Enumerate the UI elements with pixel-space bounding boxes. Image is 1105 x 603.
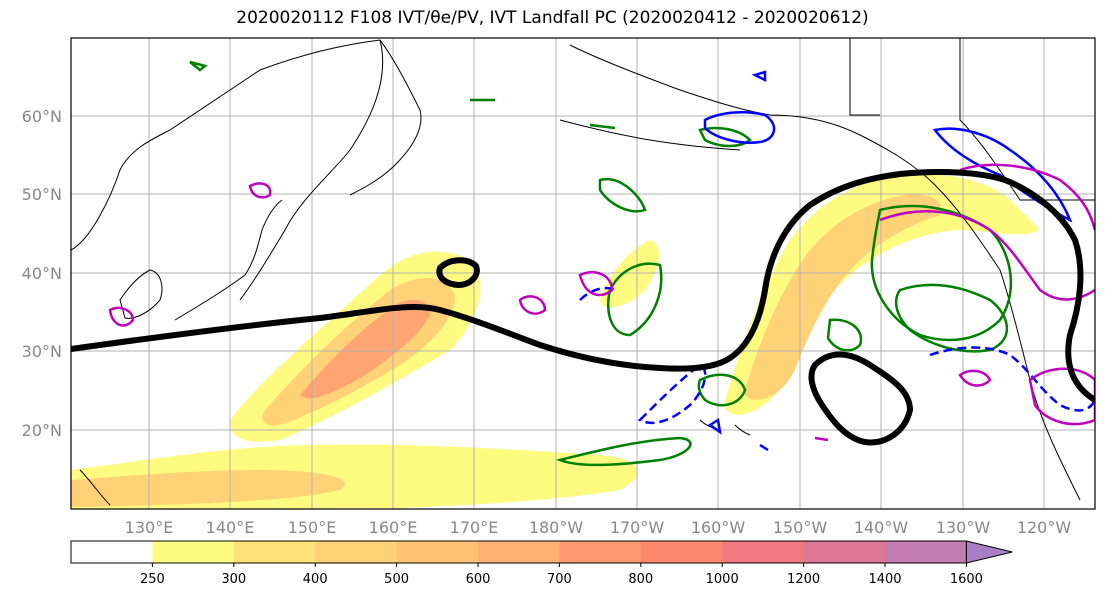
- pc-main-line: [71, 169, 1095, 403]
- colorbar-extend-arrow: [965, 540, 1013, 564]
- colorbar-tick-label: 600: [466, 572, 491, 587]
- colorbar-segment: [396, 541, 479, 563]
- border-canada: [849, 38, 1095, 201]
- lon-label: 130°W: [936, 518, 991, 537]
- colorbar-tick-label: 1400: [868, 572, 901, 587]
- colorbar-segment: [803, 541, 886, 563]
- lat-axis: 60°N 50°N 40°N 30°N 20°N: [22, 107, 62, 440]
- colorbar-segment: [71, 541, 153, 563]
- colorbar-segment: [885, 541, 967, 563]
- lat-label: 60°N: [22, 107, 62, 126]
- map-title: 2020020112 F108 IVT/θe/PV, IVT Landfall …: [0, 8, 1105, 28]
- lon-label: 140°E: [206, 518, 255, 537]
- colorbar-segment: [315, 541, 398, 563]
- lon-label: 160°W: [691, 518, 746, 537]
- coast-aleutians: [559, 119, 741, 151]
- lon-axis: 130°E 140°E 150°E 160°E 170°E 180°W 170°…: [125, 518, 1072, 537]
- ivt-south-band-core: [71, 470, 346, 507]
- lon-label: 170°W: [610, 518, 665, 537]
- ivt-patch: [600, 240, 660, 308]
- colorbar-segment: [722, 541, 805, 563]
- title-text: 2020020112 F108 IVT/θe/PV, IVT Landfall …: [236, 8, 869, 28]
- lon-label: 170°E: [450, 518, 499, 537]
- lat-label: 20°N: [22, 421, 62, 440]
- colorbar-segment: [152, 541, 235, 563]
- colorbar-segment: [640, 541, 723, 563]
- lon-label: 150°W: [773, 518, 828, 537]
- pc-contours: [71, 169, 1095, 446]
- colorbar-frame: [70, 540, 967, 564]
- coast-philippines: [79, 469, 111, 506]
- colorbar-tick-label: 800: [628, 572, 653, 587]
- map-frame: [70, 37, 1096, 510]
- lat-label: 40°N: [22, 264, 62, 283]
- colorbar-segment: [478, 541, 560, 563]
- lon-label: 180°W: [529, 518, 584, 537]
- coast-japan: [174, 199, 283, 321]
- coast-asia: [71, 39, 384, 301]
- map-panel: [71, 38, 1095, 509]
- magenta-contours: [108, 163, 1095, 442]
- colorbar-tick-label: 700: [547, 572, 572, 587]
- colorbar-segment: [233, 541, 316, 563]
- pc-loop-north: [436, 257, 480, 289]
- lon-label: 160°E: [369, 518, 418, 537]
- lon-label: 120°W: [1017, 518, 1072, 537]
- colorbar-tick-label: 250: [140, 572, 165, 587]
- lat-label: 50°N: [22, 185, 62, 204]
- colorbar: 250 300 400 500 600 700 800 1000 1200 1400 1600: [70, 540, 1013, 587]
- lon-label: 150°E: [288, 518, 337, 537]
- coast-korea: [119, 269, 163, 319]
- colorbar-tick-label: 500: [384, 572, 409, 587]
- lon-label: 140°W: [854, 518, 909, 537]
- ivt-plume-east: [723, 173, 1040, 415]
- colorbar-segment: [559, 541, 642, 563]
- lat-label: 30°N: [22, 342, 62, 361]
- colorbar-tick-label: 1000: [706, 572, 739, 587]
- colorbar-tick-label: 400: [303, 572, 328, 587]
- colorbar-tick-label: 1200: [787, 572, 820, 587]
- ivt-plume-east-core: [744, 194, 941, 400]
- lon-label: 130°E: [125, 518, 174, 537]
- ivt-plume-west-max: [300, 299, 430, 399]
- coast-kamchatka: [349, 39, 422, 196]
- colorbar-tick-label: 300: [221, 572, 246, 587]
- ivt-shading: [71, 173, 1040, 509]
- pc-loop-south: [808, 351, 914, 446]
- colorbar-tick-label: 1600: [950, 572, 983, 587]
